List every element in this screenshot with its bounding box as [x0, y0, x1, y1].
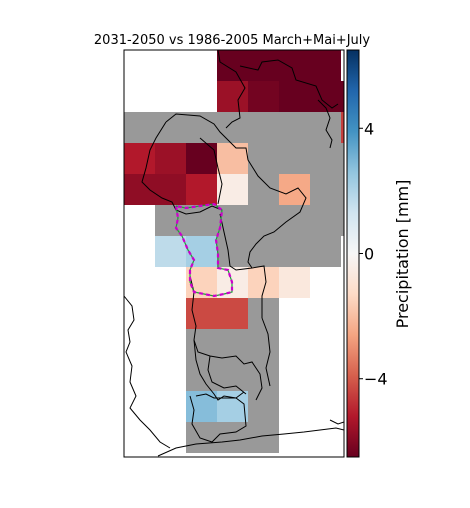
- heatmap-cell: [217, 360, 248, 391]
- heatmap-cell: [155, 236, 186, 267]
- map-frame: [123, 49, 345, 458]
- heatmap-cell: [155, 112, 186, 143]
- colorbar-label: Precipitation [mm]: [393, 180, 412, 329]
- heatmap-cell: [248, 391, 279, 422]
- heatmap-cell: [217, 298, 248, 329]
- border-line-south-d: [207, 355, 247, 395]
- heatmap-cell: [341, 174, 344, 205]
- heatmap-cell: [186, 360, 217, 391]
- border-line-lake: [317, 99, 333, 149]
- heatmap-cell: [186, 174, 217, 205]
- border-line-south-b: [261, 317, 271, 387]
- colorbar-tick-label: 0: [364, 245, 374, 264]
- border-line-northeast: [239, 59, 339, 109]
- heatmap-cell: [217, 174, 248, 205]
- heatmap-cell: [279, 81, 310, 112]
- heatmap-cell: [217, 81, 248, 112]
- border-line-north: [217, 50, 246, 129]
- chart-title: 2031-2050 vs 1986-2005 March+Mai+July: [94, 33, 370, 48]
- heatmap-cell: [217, 50, 248, 81]
- country-borders: [124, 50, 344, 457]
- colorbar-gradient: [346, 49, 360, 458]
- heatmap-cell: [186, 422, 217, 453]
- highlight-region-border: [174, 202, 234, 298]
- border-line-south-box: [189, 393, 247, 443]
- colorbar-tick-label: 4: [364, 119, 374, 138]
- border-line-south-a: [189, 275, 263, 401]
- heatmap-cell: [186, 329, 217, 360]
- heatmap-cell: [155, 205, 186, 236]
- heatmap-cell: [279, 267, 310, 298]
- heatmap-cell: [341, 205, 344, 236]
- heatmap-cell: [248, 267, 279, 298]
- coastline-bay: [329, 419, 344, 425]
- heatmap-cell: [310, 50, 341, 81]
- heatmap-cell: [155, 174, 186, 205]
- heatmap-cell: [248, 360, 279, 391]
- heatmap-cell: [248, 236, 279, 267]
- colorbar-ticks: 4 0 −4: [359, 119, 388, 389]
- highlight-outline-magenta: [174, 202, 234, 298]
- heatmap-cell: [248, 329, 279, 360]
- heatmap-cell: [279, 143, 310, 174]
- heatmap-cells: [124, 50, 344, 453]
- heatmap-cell: [186, 391, 217, 422]
- heatmap-cell: [279, 205, 310, 236]
- heatmap-cell: [310, 143, 341, 174]
- border-line-central: [199, 137, 223, 205]
- heatmap-cell: [186, 236, 217, 267]
- heatmap-cell: [217, 329, 248, 360]
- border-line-coast-west: [124, 295, 171, 449]
- heatmap-cell: [186, 298, 217, 329]
- border-line-plateau: [165, 113, 307, 269]
- heatmap-cell: [310, 112, 341, 143]
- heatmap-cell: [124, 143, 155, 174]
- heatmap-cell: [341, 143, 344, 174]
- heatmap-cell: [279, 236, 310, 267]
- border-line-west: [141, 121, 223, 215]
- heatmap-cell: [341, 112, 344, 143]
- heatmap-cell: [217, 422, 248, 453]
- heatmap-cell: [248, 298, 279, 329]
- heatmap-cell: [217, 236, 248, 267]
- heatmap-cell: [248, 143, 279, 174]
- heatmap-cell: [186, 143, 217, 174]
- heatmap-cell: [310, 205, 341, 236]
- heatmap-cell: [279, 112, 310, 143]
- heatmap-cell: [248, 205, 279, 236]
- heatmap-cell: [248, 50, 279, 81]
- coastline-south: [157, 427, 344, 457]
- heatmap-cell: [217, 112, 248, 143]
- heatmap-cell: [341, 81, 344, 112]
- heatmap-cell: [310, 174, 341, 205]
- border-line-middle: [219, 213, 267, 318]
- heatmap-cell: [124, 112, 155, 143]
- heatmap-cell: [310, 236, 341, 267]
- heatmap-cell: [124, 174, 155, 205]
- heatmap-cell: [248, 81, 279, 112]
- border-line-south-c: [193, 339, 245, 401]
- colorbar-tick-label: −4: [364, 370, 388, 389]
- heatmap-cell: [186, 205, 217, 236]
- heatmap-cell: [248, 112, 279, 143]
- heatmap-cell: [217, 391, 248, 422]
- heatmap-cell: [155, 143, 186, 174]
